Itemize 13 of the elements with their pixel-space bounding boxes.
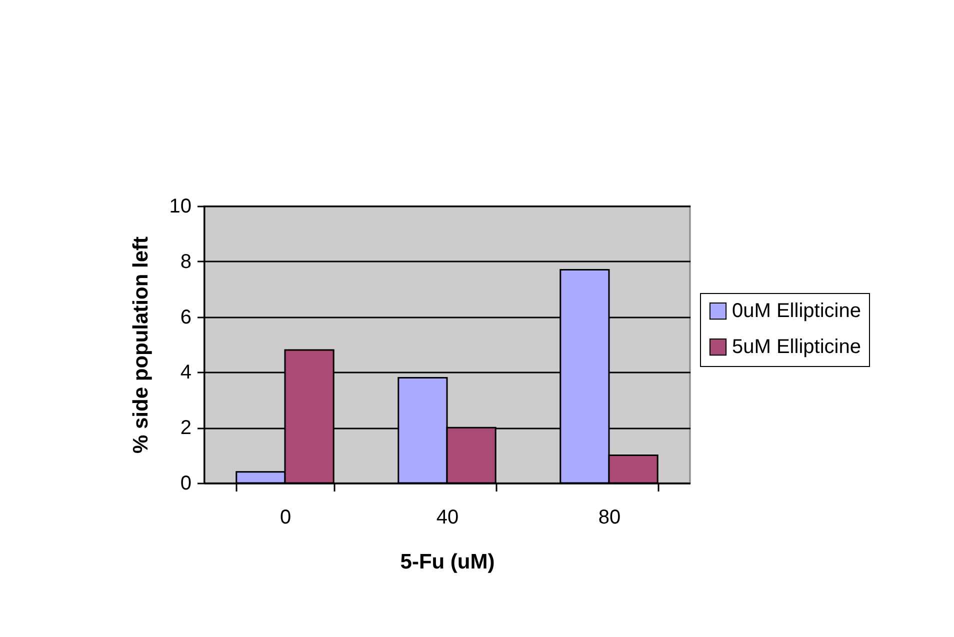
y-tick-label: 0 xyxy=(180,472,192,494)
y-tick-label: 10 xyxy=(169,196,192,218)
y-tick-label: 8 xyxy=(180,250,192,273)
x-tick-label: 80 xyxy=(598,506,621,528)
x-axis-title: 5-Fu (uM) xyxy=(400,550,495,574)
y-axis-title: % side population left xyxy=(129,236,152,454)
y-tick-label: 2 xyxy=(180,417,192,440)
y-tick-label: 4 xyxy=(180,362,192,384)
legend-label: 5uM Ellipticine xyxy=(732,336,861,358)
x-tick-label: 40 xyxy=(436,506,459,528)
legend-label: 0uM Ellipticine xyxy=(732,300,861,322)
x-tick-label: 0 xyxy=(280,506,292,528)
y-tick-label: 6 xyxy=(180,306,192,328)
